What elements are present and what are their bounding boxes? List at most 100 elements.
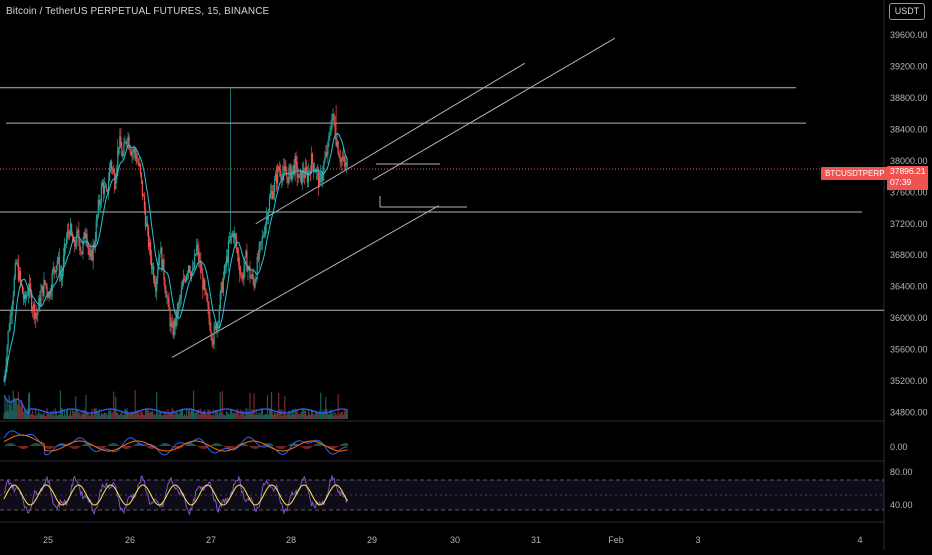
candle-body	[20, 271, 21, 281]
candle-body	[340, 157, 341, 162]
candle-body	[311, 154, 312, 173]
volume-bar	[73, 411, 74, 419]
volume-bar	[206, 415, 207, 419]
macd-histogram-bar	[84, 444, 85, 446]
candle-body	[75, 246, 76, 247]
candle-body	[336, 137, 337, 146]
candle-body	[222, 282, 223, 292]
macd-histogram-bar	[284, 446, 285, 448]
candle-body	[169, 310, 170, 326]
macd-histogram-bar	[317, 443, 318, 446]
candle-body	[109, 168, 110, 181]
price-tick-label: 38000.00	[890, 156, 928, 166]
volume-bar	[314, 414, 315, 419]
volume-bar	[214, 416, 215, 419]
volume-bar	[50, 414, 51, 419]
macd-histogram-bar	[275, 446, 276, 447]
macd-histogram-bar	[214, 444, 215, 446]
candle-body	[16, 262, 17, 263]
volume-bar	[111, 413, 112, 419]
macd-histogram-bar	[7, 444, 8, 446]
candle-body	[314, 171, 315, 172]
candle-body	[67, 231, 68, 238]
macd-histogram-bar	[48, 446, 49, 449]
volume-bar	[250, 414, 251, 419]
volume-bar	[85, 395, 86, 419]
volume-bar	[248, 414, 249, 419]
last-price-value: 37896.21	[890, 166, 928, 177]
volume-bar	[68, 416, 69, 419]
candle-body	[231, 236, 232, 237]
macd-histogram-bar	[258, 446, 259, 448]
candle-body	[323, 163, 324, 174]
volume-bar	[328, 415, 329, 419]
candle-body	[229, 240, 230, 242]
volume-bar	[254, 393, 255, 419]
candle-body	[25, 295, 26, 299]
volume-bar	[187, 416, 188, 419]
candle-body	[255, 281, 256, 287]
candle-body	[71, 224, 72, 234]
volume-bar	[104, 413, 105, 419]
macd-histogram-bar	[316, 444, 317, 446]
symbol-badge: BTCUSDTPERP	[821, 167, 889, 180]
volume-bar	[302, 409, 303, 419]
volume-bar	[58, 415, 59, 419]
macd-histogram-bar	[344, 443, 345, 446]
volume-bar	[222, 391, 223, 419]
candle-body	[22, 285, 23, 293]
volume-bar	[179, 414, 180, 419]
candle-body	[250, 277, 251, 278]
macd-histogram-bar	[246, 445, 247, 446]
volume-bar	[169, 413, 170, 419]
currency-button[interactable]: USDT	[889, 3, 925, 20]
time-tick-label: Feb	[608, 535, 624, 545]
candle-body	[121, 148, 122, 156]
candle-body	[239, 265, 240, 274]
volume-bar	[268, 415, 269, 419]
candle-body	[59, 257, 60, 276]
volume-bar	[122, 415, 123, 419]
volume-bar	[293, 415, 294, 419]
candle-body	[107, 190, 108, 192]
candle-body	[70, 224, 71, 235]
macd-histogram-bar	[166, 443, 167, 446]
candle-body	[100, 203, 101, 205]
volume-bar	[297, 410, 298, 419]
candle-body	[283, 166, 284, 173]
macd-histogram-bar	[86, 443, 87, 446]
candle-body	[264, 235, 265, 237]
candle-body	[76, 231, 77, 246]
candle-body	[155, 285, 156, 291]
volume-bar	[157, 412, 158, 419]
candle-body	[266, 216, 267, 225]
volume-bar	[29, 392, 30, 419]
candle-body	[114, 173, 115, 189]
candle-body	[251, 274, 252, 277]
volume-bar	[10, 405, 11, 419]
macd-histogram-bar	[125, 446, 126, 449]
candle-body	[56, 265, 57, 272]
volume-bar	[281, 409, 282, 419]
time-tick-label: 4	[857, 535, 862, 545]
macd-histogram-bar	[257, 446, 258, 449]
candle-body	[156, 278, 157, 291]
volume-bar	[321, 414, 322, 419]
candle-body	[202, 273, 203, 289]
volume-bar	[286, 414, 287, 419]
macd-histogram-bar	[70, 446, 71, 448]
volume-bar	[133, 413, 134, 419]
candle-body	[182, 285, 183, 289]
volume-bar	[177, 412, 178, 419]
macd-histogram-bar	[40, 445, 41, 446]
volume-bar	[229, 414, 230, 419]
time-tick-label: 3	[695, 535, 700, 545]
candle-body	[58, 257, 59, 260]
macd-histogram-bar	[335, 446, 336, 448]
candle-body	[36, 313, 37, 315]
candle-body	[81, 252, 82, 255]
volume-bar	[247, 409, 248, 419]
macd-histogram-bar	[202, 446, 203, 449]
